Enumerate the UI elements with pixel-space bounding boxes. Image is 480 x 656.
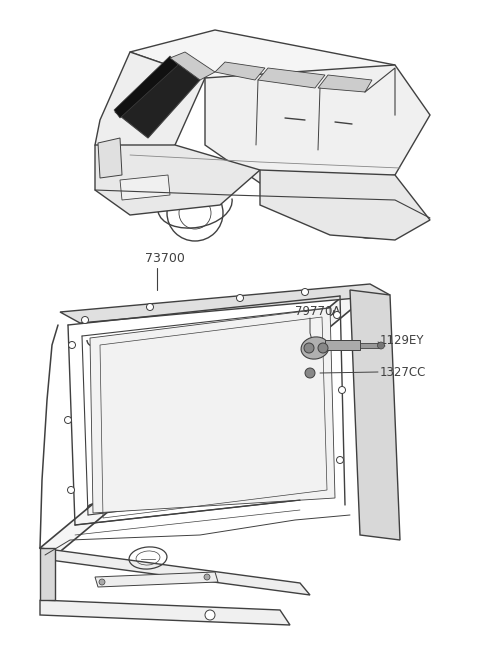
Polygon shape (95, 52, 205, 170)
Polygon shape (205, 65, 430, 190)
Circle shape (318, 343, 328, 353)
Text: 73700: 73700 (145, 252, 185, 265)
Polygon shape (40, 548, 55, 600)
Circle shape (82, 316, 88, 323)
Polygon shape (98, 138, 122, 178)
Polygon shape (260, 170, 430, 240)
Circle shape (336, 457, 344, 464)
Circle shape (334, 312, 340, 319)
Circle shape (304, 343, 314, 353)
Circle shape (205, 610, 215, 620)
Polygon shape (90, 308, 335, 513)
Circle shape (68, 487, 74, 493)
Circle shape (146, 304, 154, 310)
Polygon shape (170, 52, 215, 80)
Polygon shape (95, 145, 260, 215)
Polygon shape (318, 75, 372, 92)
Text: 79770A: 79770A (295, 305, 340, 318)
Circle shape (99, 579, 105, 585)
Ellipse shape (301, 337, 329, 359)
Polygon shape (325, 340, 360, 350)
Text: 1327CC: 1327CC (380, 365, 426, 379)
Polygon shape (360, 343, 380, 348)
Polygon shape (115, 58, 200, 138)
Polygon shape (130, 30, 395, 100)
Polygon shape (120, 175, 170, 200)
Circle shape (204, 574, 210, 580)
Polygon shape (215, 62, 265, 80)
Polygon shape (95, 572, 218, 587)
Circle shape (338, 386, 346, 394)
Circle shape (64, 417, 72, 424)
Circle shape (237, 295, 243, 302)
Polygon shape (350, 290, 400, 540)
Polygon shape (114, 56, 178, 118)
Polygon shape (258, 68, 325, 88)
Polygon shape (40, 290, 360, 560)
Polygon shape (60, 284, 390, 323)
Circle shape (305, 368, 315, 378)
Circle shape (69, 342, 75, 348)
Circle shape (377, 342, 384, 349)
Circle shape (301, 289, 309, 295)
Polygon shape (40, 548, 310, 595)
Polygon shape (40, 600, 290, 625)
Text: 1129EY: 1129EY (380, 333, 424, 346)
